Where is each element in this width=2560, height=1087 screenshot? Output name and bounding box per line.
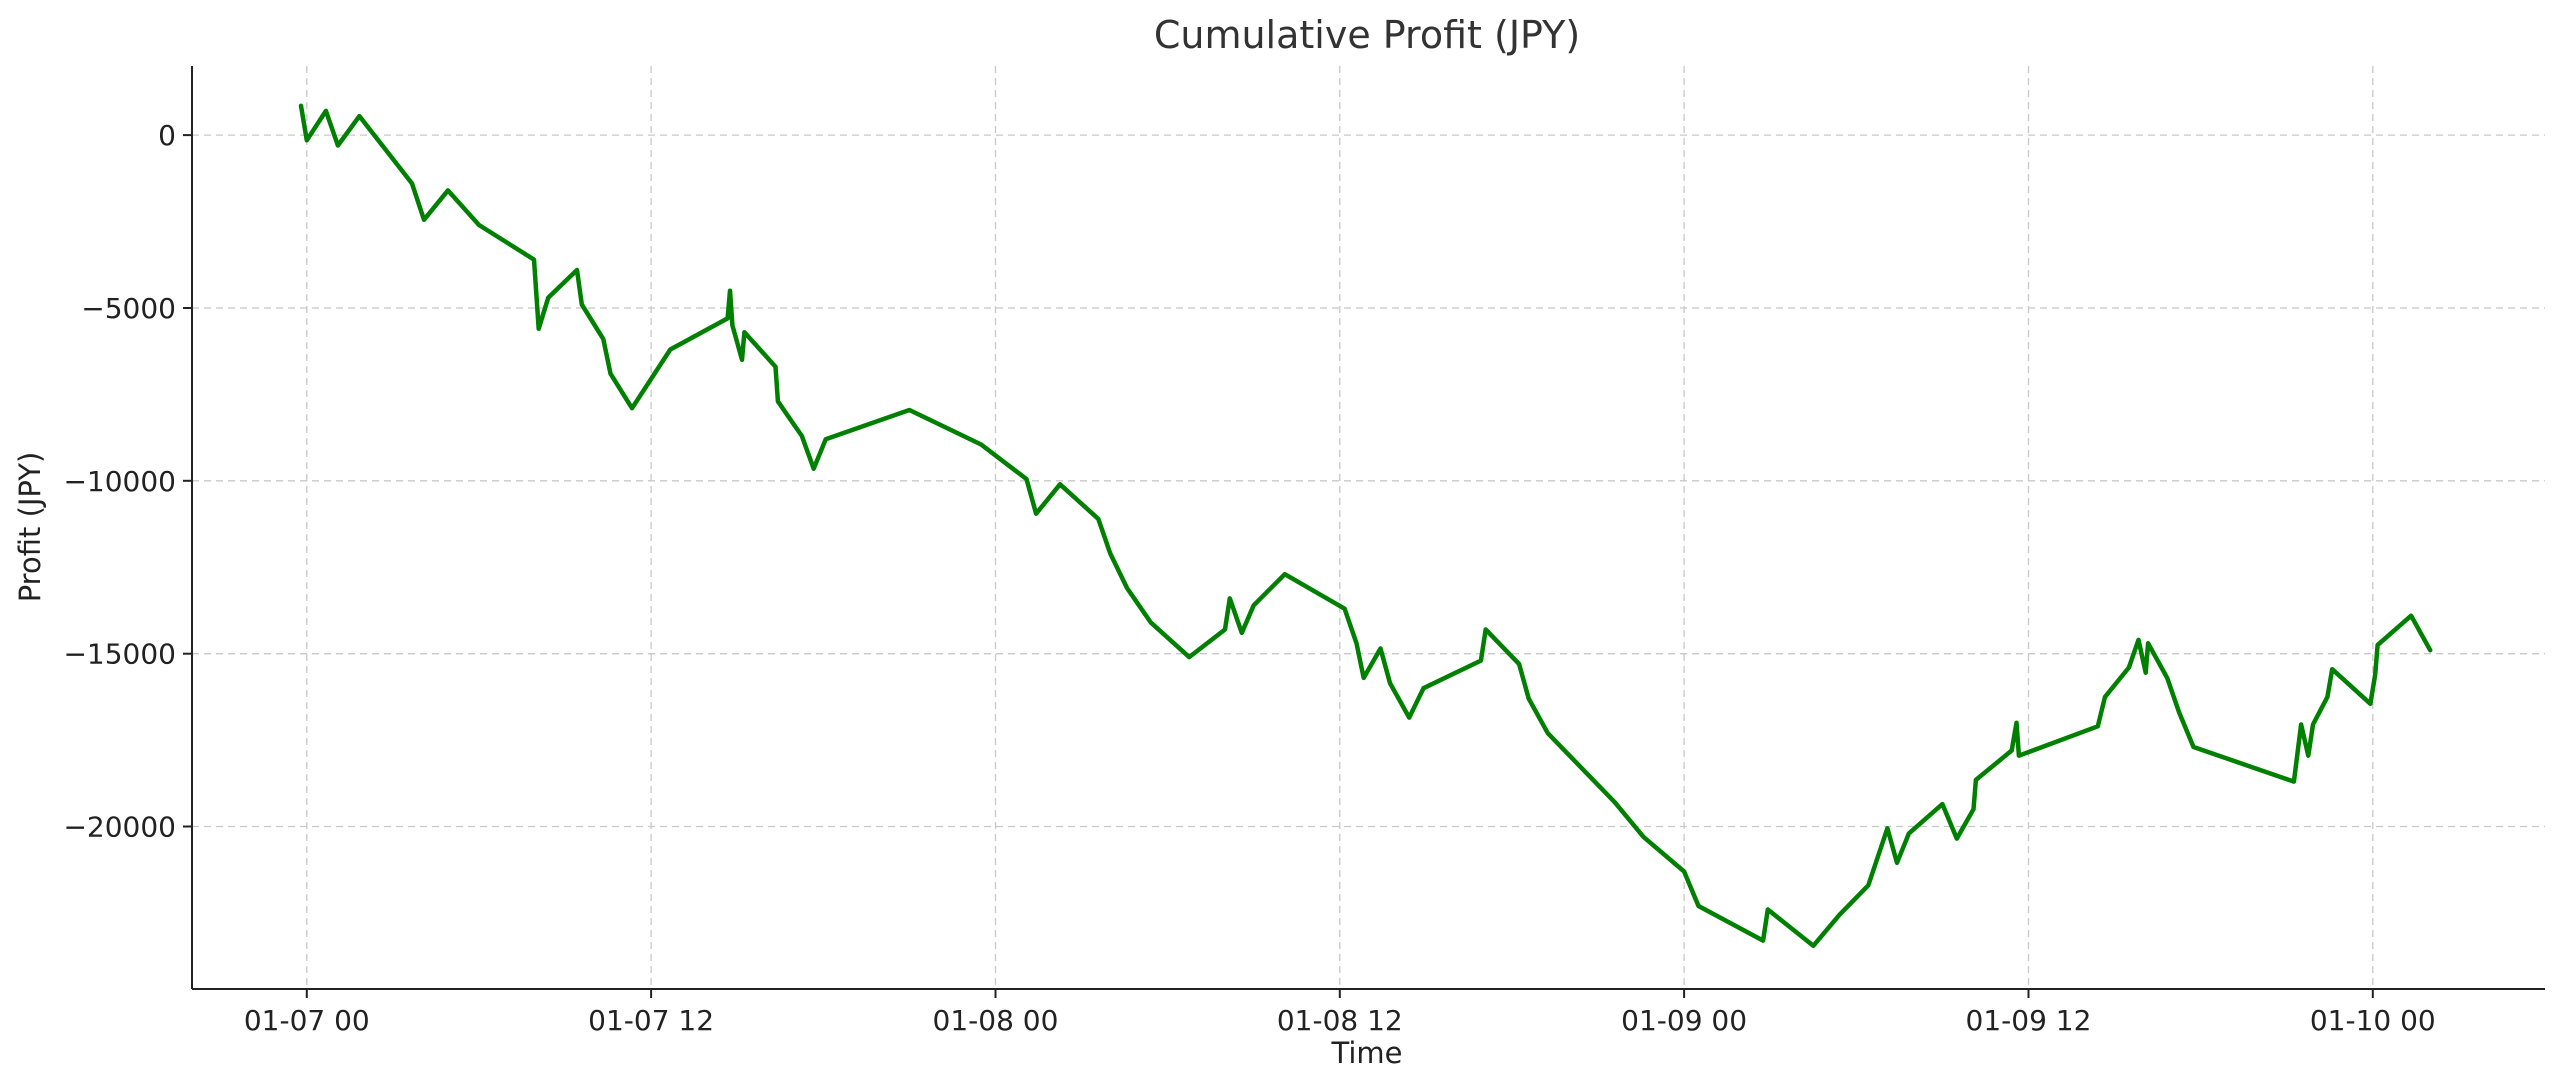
x-tick-label: 01-08 12 <box>1277 1004 1403 1037</box>
x-tick-label: 01-07 12 <box>588 1004 714 1037</box>
x-tick-label: 01-09 12 <box>1966 1004 2092 1037</box>
y-tick-label: −10000 <box>63 465 176 498</box>
x-tick-label: 01-09 00 <box>1621 1004 1747 1037</box>
chart-title: Cumulative Profit (JPY) <box>1154 13 1580 57</box>
y-axis-label: Profit (JPY) <box>13 452 47 603</box>
x-axis-label: Time <box>1331 1036 1403 1070</box>
y-tick-label: −5000 <box>81 292 176 325</box>
y-axis-ticks: 0 −5000 −10000 −15000 −20000 <box>63 119 192 844</box>
y-tick-label: −15000 <box>63 638 176 671</box>
grid-lines <box>192 66 2545 989</box>
x-axis-ticks: 01-07 00 01-07 12 01-08 00 01-08 12 01-09 00… <box>244 989 2436 1037</box>
profit-line <box>298 103 2433 949</box>
x-tick-label: 01-10 00 <box>2310 1004 2436 1037</box>
y-tick-label: 0 <box>158 119 176 152</box>
y-tick-label: −20000 <box>63 811 176 844</box>
x-tick-label: 01-07 00 <box>244 1004 370 1037</box>
x-tick-label: 01-08 00 <box>933 1004 1059 1037</box>
